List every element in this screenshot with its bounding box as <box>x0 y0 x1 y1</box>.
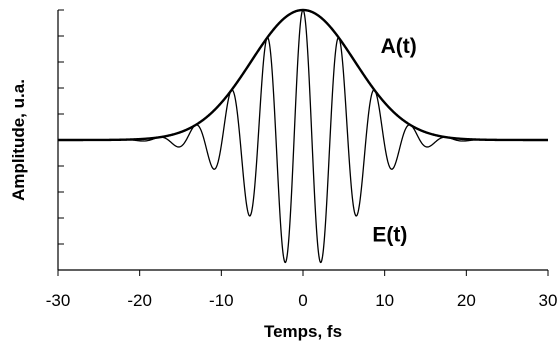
x-axis-ticks <box>57 270 549 276</box>
x-tick-label: 0 <box>298 291 307 310</box>
x-tick-label: -30 <box>46 291 71 310</box>
x-tick-label: 20 <box>457 291 476 310</box>
annotation-e-label: E(t) <box>372 223 407 246</box>
series-lines <box>58 8 548 264</box>
x-tick-label: -20 <box>127 291 152 310</box>
x-axis-tick-labels: -30 -20 -10 0 10 20 30 <box>46 291 558 310</box>
annotations: A(t) E(t) <box>372 35 417 246</box>
y-axis-title: Amplitude, u.a. <box>9 79 28 201</box>
x-tick-label: -10 <box>209 291 234 310</box>
y-axis-ticks <box>58 9 64 271</box>
x-tick-label: 10 <box>375 291 394 310</box>
x-axis-title: Temps, fs <box>264 322 342 341</box>
annotation-a-label: A(t) <box>381 35 417 58</box>
x-tick-label: 30 <box>539 291 558 310</box>
series-a-line <box>58 8 548 142</box>
series-e-line <box>58 9 548 264</box>
